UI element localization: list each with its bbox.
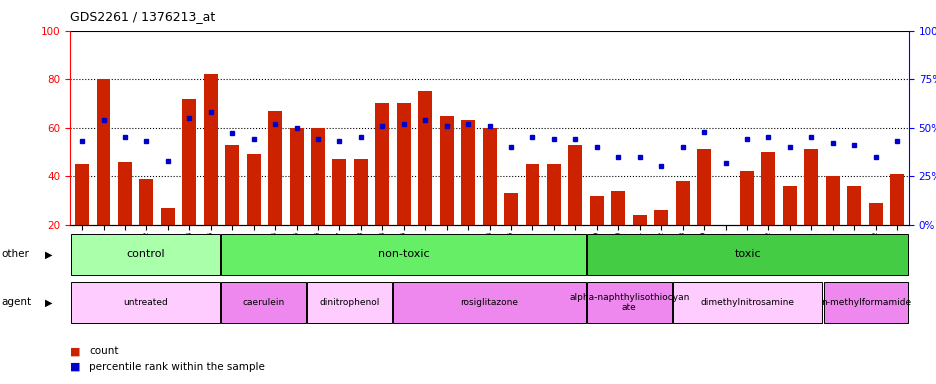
Bar (71, 234, 220, 275)
Bar (739, 171, 753, 225)
Bar (632, 215, 646, 225)
Bar (354, 159, 368, 225)
Bar (525, 164, 539, 225)
Text: dimethylnitrosamine: dimethylnitrosamine (700, 298, 794, 307)
Bar (610, 191, 624, 225)
Text: count: count (89, 346, 118, 356)
Text: caerulein: caerulein (242, 298, 285, 307)
Bar (439, 116, 453, 225)
Bar (96, 79, 110, 225)
Bar (221, 234, 585, 275)
Bar (75, 164, 89, 225)
Bar (782, 186, 796, 225)
Text: non-toxic: non-toxic (377, 249, 429, 260)
Bar (653, 210, 667, 225)
Bar (825, 176, 839, 225)
Bar (547, 164, 561, 225)
Bar (672, 282, 822, 323)
Bar (461, 121, 475, 225)
Bar (289, 128, 303, 225)
Bar (417, 91, 431, 225)
Text: ▶: ▶ (45, 297, 52, 308)
Text: ■: ■ (70, 362, 80, 372)
Text: dinitrophenol: dinitrophenol (319, 298, 380, 307)
Bar (393, 282, 585, 323)
Text: ▶: ▶ (45, 249, 52, 260)
Text: n-methylformamide: n-methylformamide (820, 298, 910, 307)
Bar (307, 282, 392, 323)
Text: GDS2261 / 1376213_at: GDS2261 / 1376213_at (70, 10, 215, 23)
Bar (803, 149, 817, 225)
Text: ■: ■ (70, 346, 80, 356)
Text: rosiglitazone: rosiglitazone (461, 298, 518, 307)
Text: toxic: toxic (734, 249, 760, 260)
Bar (203, 74, 217, 225)
Bar (332, 159, 346, 225)
Bar (183, 99, 196, 225)
Bar (586, 234, 907, 275)
Text: alpha-naphthylisothiocyan
ate: alpha-naphthylisothiocyan ate (568, 293, 689, 312)
Bar (889, 174, 903, 225)
Bar (846, 186, 860, 225)
Text: agent: agent (1, 297, 31, 308)
Bar (311, 128, 325, 225)
Text: percentile rank within the sample: percentile rank within the sample (89, 362, 265, 372)
Text: other: other (1, 249, 29, 260)
Bar (246, 154, 260, 225)
Bar (675, 181, 689, 225)
Bar (118, 162, 132, 225)
Bar (568, 145, 581, 225)
Bar (586, 282, 671, 323)
Bar (375, 103, 388, 225)
Bar (139, 179, 154, 225)
Bar (590, 195, 603, 225)
Bar (161, 208, 175, 225)
Bar (504, 193, 518, 225)
Text: control: control (126, 249, 165, 260)
Text: untreated: untreated (123, 298, 168, 307)
Bar (482, 128, 496, 225)
Bar (868, 203, 882, 225)
Bar (71, 282, 220, 323)
Bar (761, 152, 775, 225)
Bar (823, 282, 907, 323)
Bar (268, 111, 282, 225)
Bar (397, 103, 410, 225)
Bar (696, 149, 710, 225)
Bar (221, 282, 306, 323)
Bar (225, 145, 239, 225)
